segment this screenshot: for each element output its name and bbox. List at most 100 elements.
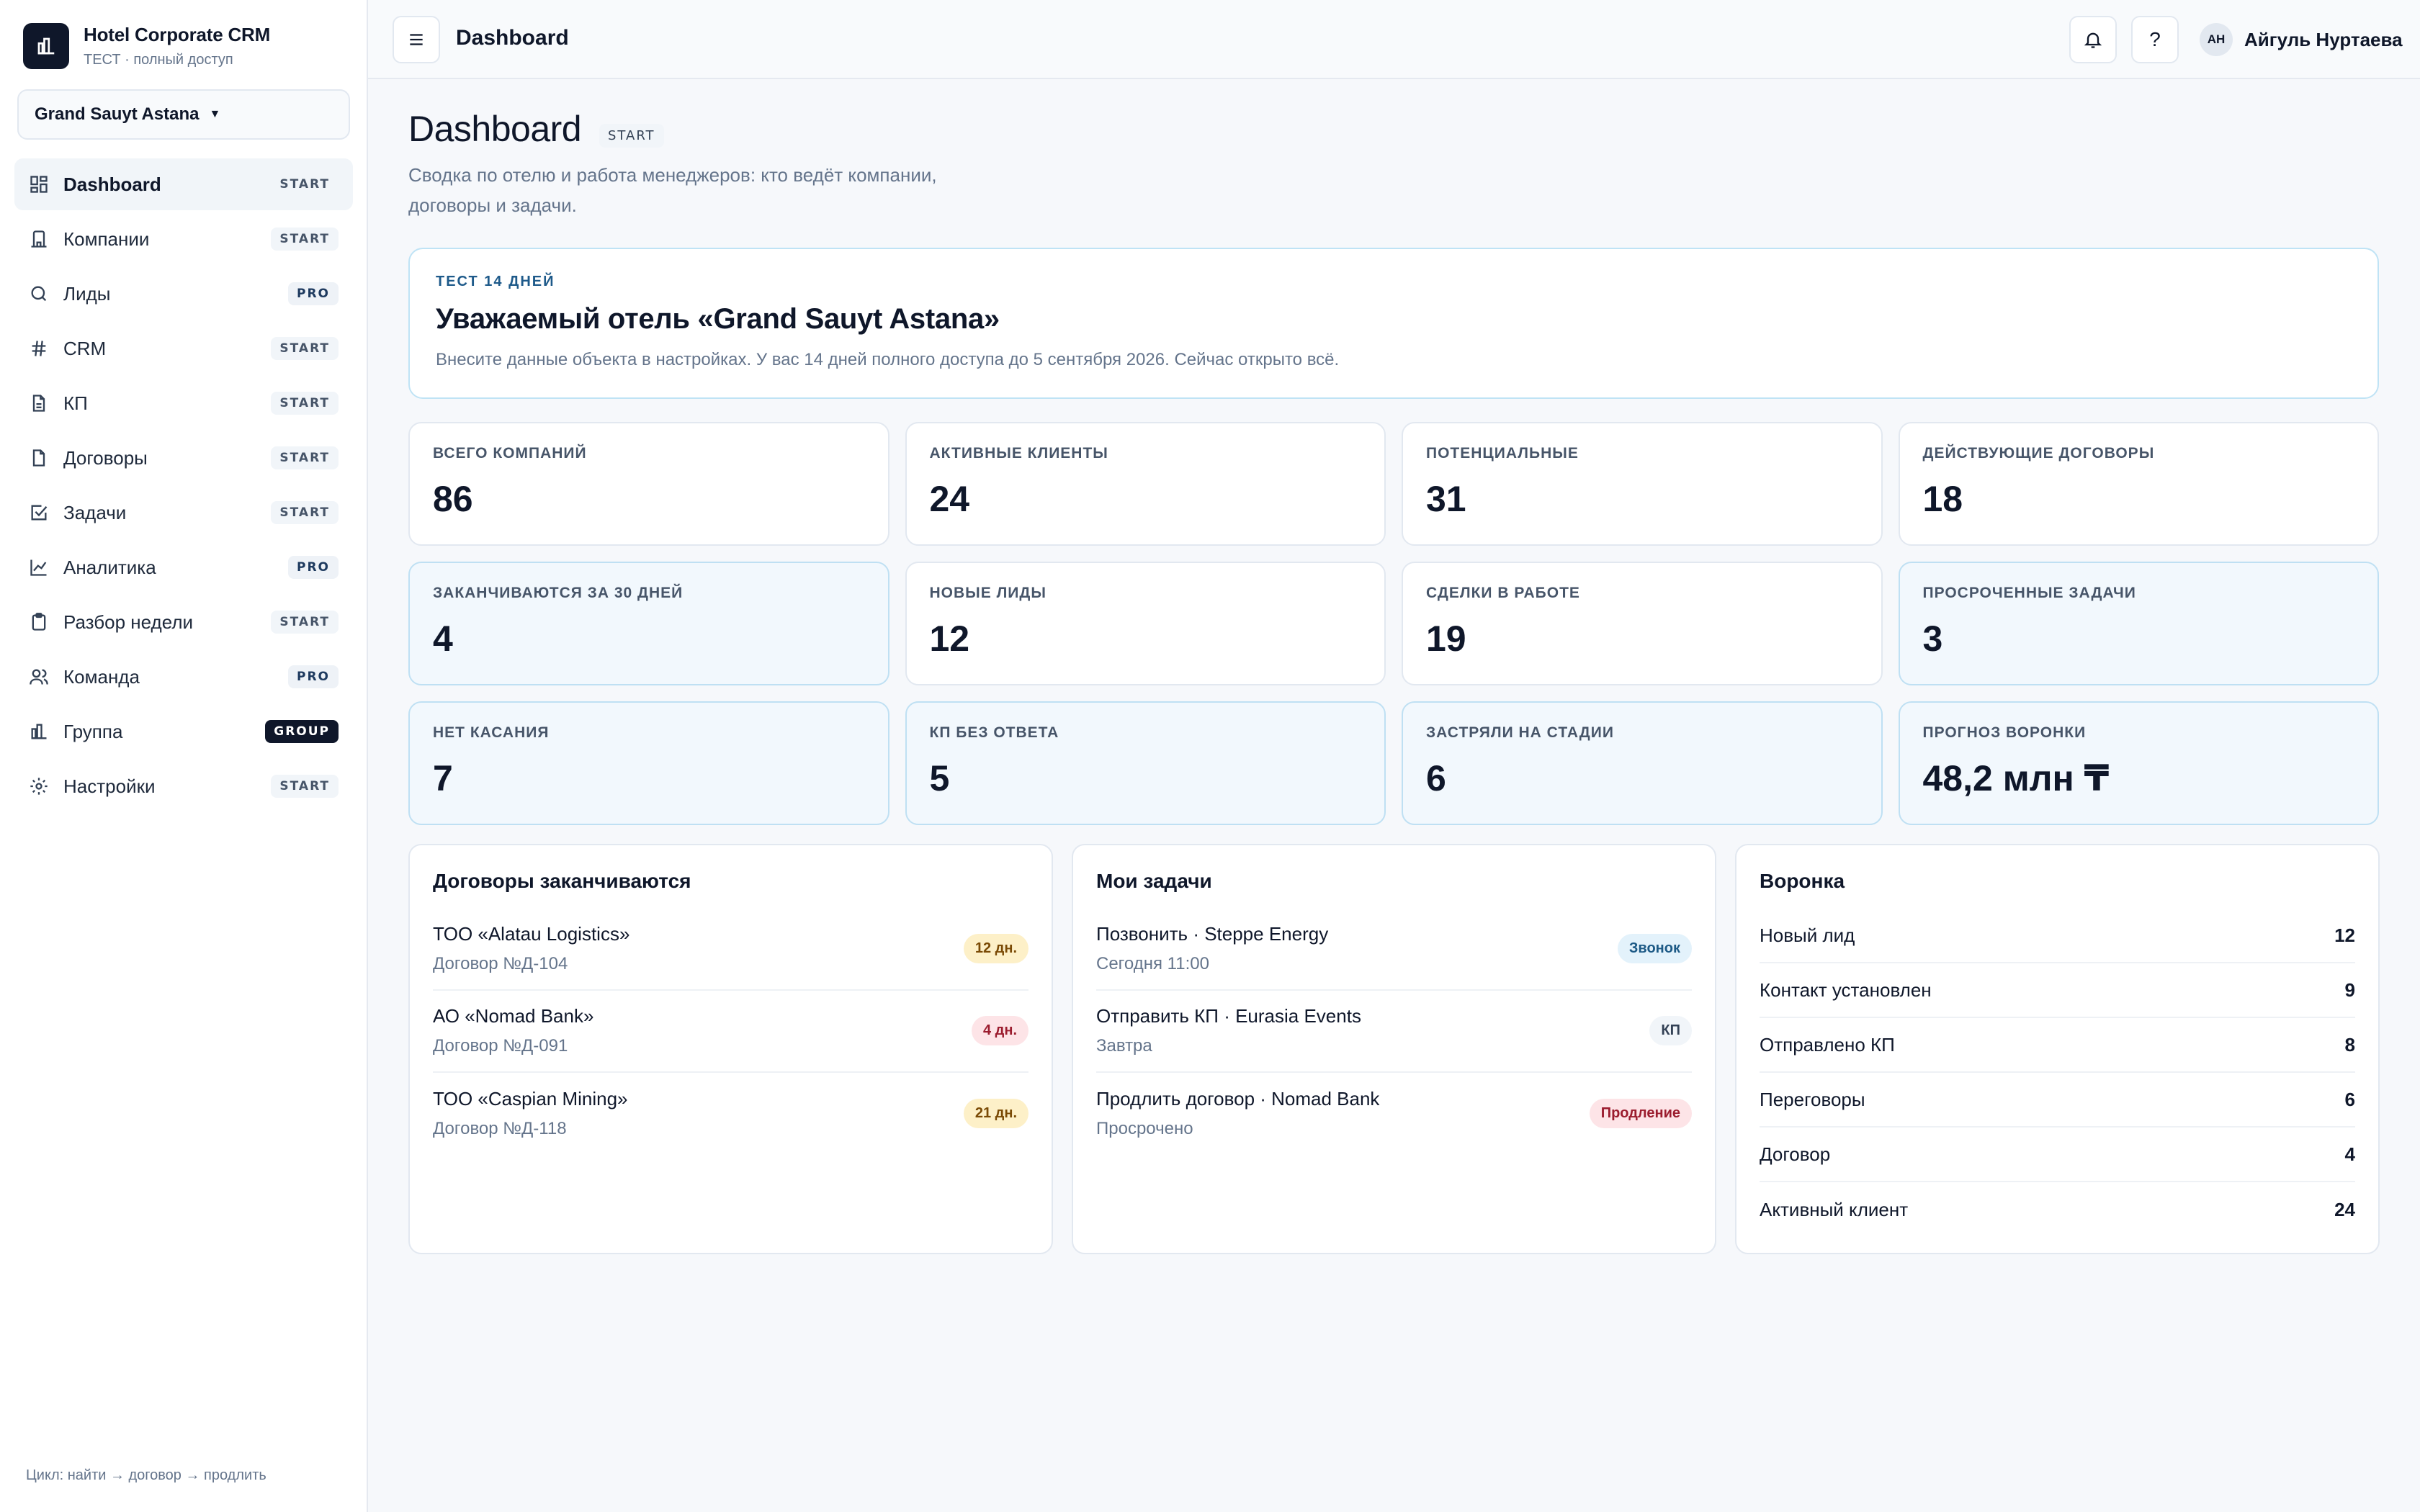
stat-value: 86 <box>433 479 473 519</box>
sidebar: Hotel Corporate CRM ТЕСТ · полный доступ… <box>0 0 368 1512</box>
trial-title: Уважаемый отель «Grand Sauyt Astana» <box>436 303 1000 335</box>
stat-card-funnel-forecast[interactable]: ПРОГНОЗ ВОРОНКИ 48,2 млн ₸ <box>1898 701 2379 825</box>
stat-card-stuck-on-stage[interactable]: ЗАСТРЯЛИ НА СТАДИИ 6 <box>1402 701 1883 825</box>
sidebar-item-weekly-review[interactable]: Разбор недели START <box>14 596 353 648</box>
days-left-badge: 12 дн. <box>963 933 1028 963</box>
line-chart-icon <box>29 557 49 577</box>
search-icon <box>29 284 49 304</box>
sidebar-item-dashboard[interactable]: Dashboard START <box>14 158 353 210</box>
stat-value: 18 <box>1922 479 1963 519</box>
funnel-stage-label: Договор <box>1760 1143 1831 1165</box>
stat-label: КП БЕЗ ОТВЕТА <box>929 724 1059 741</box>
funnel-stage[interactable]: Переговоры 6 <box>1760 1073 2355 1128</box>
sidebar-item-label: Настройки <box>63 775 156 797</box>
stat-label: АКТИВНЫЕ КЛИЕНТЫ <box>929 445 1108 462</box>
sidebar-item-label: Компании <box>63 228 150 250</box>
stat-card-overdue-tasks[interactable]: ПРОСРОЧЕННЫЕ ЗАДАЧИ 3 <box>1898 562 2379 685</box>
sidebar-nav: Dashboard START Компании START Лиды PRO … <box>14 158 353 815</box>
stat-label: ПРОСРОЧЕННЫЕ ЗАДАЧИ <box>1922 585 2136 601</box>
list-item[interactable]: Отправить КП · Eurasia Events Завтра КП <box>1096 991 1692 1073</box>
top-header: Dashboard ? АН Айгуль Нуртаева <box>368 0 2420 79</box>
trial-text: Внесите данные объекта в настройках. У в… <box>436 350 1340 369</box>
sidebar-item-group[interactable]: Группа GROUP <box>14 706 353 757</box>
expiring-contracts-card: Договоры заканчиваются ТОО «Alatau Logis… <box>408 844 1053 1254</box>
task-name: Отправить КП · Eurasia Events <box>1096 1004 1361 1027</box>
stat-card-potential[interactable]: ПОТЕНЦИАЛЬНЫЕ 31 <box>1402 422 1883 546</box>
stat-label: ЗАКАНЧИВАЮТСЯ ЗА 30 ДНЕЙ <box>433 585 684 601</box>
sidebar-item-label: Команда <box>63 665 140 688</box>
app-subtitle: ТЕСТ · полный доступ <box>84 52 233 68</box>
user-name: Айгуль Нуртаева <box>2244 28 2403 50</box>
task-type-badge: КП <box>1649 1015 1692 1045</box>
card-title: Договоры заканчиваются <box>433 870 691 892</box>
stat-card-expiring-30-days[interactable]: ЗАКАНЧИВАЮТСЯ ЗА 30 ДНЕЙ 4 <box>408 562 889 685</box>
funnel-stage[interactable]: Активный клиент 24 <box>1760 1182 2355 1237</box>
hamburger-icon <box>410 34 423 45</box>
list-item[interactable]: ТОО «Caspian Mining» Договор №Д-118 21 д… <box>433 1073 1028 1155</box>
plan-badge: START <box>271 337 339 360</box>
sidebar-item-proposals[interactable]: КП START <box>14 377 353 429</box>
users-icon <box>29 667 49 687</box>
task-type-badge: Продление <box>1589 1098 1692 1128</box>
funnel-stage-count: 8 <box>2344 1033 2355 1056</box>
task-due: Завтра <box>1096 1035 1152 1056</box>
list-item[interactable]: Продлить договор · Nomad Bank Просрочено… <box>1096 1073 1692 1155</box>
funnel-stage[interactable]: Новый лид 12 <box>1760 909 2355 963</box>
avatar: АН <box>2200 23 2233 56</box>
hash-icon <box>29 338 49 359</box>
hotel-selector-value: Grand Sauyt Astana <box>35 104 200 124</box>
building-icon <box>29 229 49 249</box>
stat-card-no-contact[interactable]: НЕТ КАСАНИЯ 7 <box>408 701 889 825</box>
menu-button[interactable] <box>393 16 440 63</box>
funnel-stage[interactable]: Отправлено КП 8 <box>1760 1018 2355 1073</box>
stat-card-new-leads[interactable]: НОВЫЕ ЛИДЫ 12 <box>905 562 1386 685</box>
plan-badge: START <box>271 775 339 798</box>
sidebar-item-settings[interactable]: Настройки START <box>14 760 353 812</box>
funnel-stage-label: Новый лид <box>1760 924 1855 946</box>
sidebar-item-companies[interactable]: Компании START <box>14 213 353 265</box>
sidebar-item-team[interactable]: Команда PRO <box>14 651 353 703</box>
stat-label: ПОТЕНЦИАЛЬНЫЕ <box>1426 445 1579 462</box>
stat-card-active-clients[interactable]: АКТИВНЫЕ КЛИЕНТЫ 24 <box>905 422 1386 546</box>
stat-label: НОВЫЕ ЛИДЫ <box>929 585 1047 601</box>
stat-card-total-companies[interactable]: ВСЕГО КОМПАНИЙ 86 <box>408 422 889 546</box>
brand[interactable]: Hotel Corporate CRM ТЕСТ · полный доступ <box>23 23 270 69</box>
contract-company: АО «Nomad Bank» <box>433 1004 594 1027</box>
funnel-stage[interactable]: Контакт установлен 9 <box>1760 963 2355 1018</box>
hotel-selector[interactable]: Grand Sauyt Astana ▼ <box>17 89 350 140</box>
help-button[interactable]: ? <box>2131 16 2179 63</box>
gear-icon <box>29 776 49 796</box>
sidebar-item-crm[interactable]: CRM START <box>14 323 353 374</box>
sidebar-item-label: Задачи <box>63 501 127 523</box>
sidebar-item-leads[interactable]: Лиды PRO <box>14 268 353 320</box>
list-item[interactable]: ТОО «Alatau Logistics» Договор №Д-104 12… <box>433 909 1028 991</box>
sidebar-item-contracts[interactable]: Договоры START <box>14 432 353 484</box>
plan-badge: START <box>271 501 339 524</box>
funnel-stage-label: Отправлено КП <box>1760 1033 1895 1056</box>
stat-value: 31 <box>1426 479 1466 519</box>
trial-tag: ТЕСТ 14 ДНЕЙ <box>436 274 555 289</box>
dashboard-icon <box>29 174 49 194</box>
sidebar-item-analytics[interactable]: Аналитика PRO <box>14 541 353 593</box>
building-logo-icon <box>23 23 69 69</box>
stat-card-proposals-no-reply[interactable]: КП БЕЗ ОТВЕТА 5 <box>905 701 1386 825</box>
list-item[interactable]: АО «Nomad Bank» Договор №Д-091 4 дн. <box>433 991 1028 1073</box>
stat-value: 6 <box>1426 758 1446 798</box>
sidebar-item-label: Лиды <box>63 282 111 305</box>
stat-value: 5 <box>929 758 950 798</box>
funnel-stage-count: 9 <box>2344 978 2355 1001</box>
funnel-stage-label: Активный клиент <box>1760 1198 1909 1220</box>
user-menu[interactable]: АН Айгуль Нуртаева <box>2200 23 2403 56</box>
list-item[interactable]: Позвонить · Steppe Energy Сегодня 11:00 … <box>1096 909 1692 991</box>
stats-grid: ВСЕГО КОМПАНИЙ 86 АКТИВНЫЕ КЛИЕНТЫ 24 ПО… <box>408 422 2379 841</box>
stat-value: 19 <box>1426 618 1466 659</box>
notifications-button[interactable] <box>2069 16 2117 63</box>
stat-value: 4 <box>433 618 453 659</box>
funnel-stage[interactable]: Договор 4 <box>1760 1128 2355 1182</box>
sidebar-item-tasks[interactable]: Задачи START <box>14 487 353 539</box>
stat-card-active-contracts[interactable]: ДЕЙСТВУЮЩИЕ ДОГОВОРЫ 18 <box>1898 422 2379 546</box>
stat-card-deals-in-progress[interactable]: СДЕЛКИ В РАБОТЕ 19 <box>1402 562 1883 685</box>
funnel-stage-label: Переговоры <box>1760 1088 1865 1110</box>
stat-label: ЗАСТРЯЛИ НА СТАДИИ <box>1426 724 1614 741</box>
plan-badge: PRO <box>287 556 339 579</box>
